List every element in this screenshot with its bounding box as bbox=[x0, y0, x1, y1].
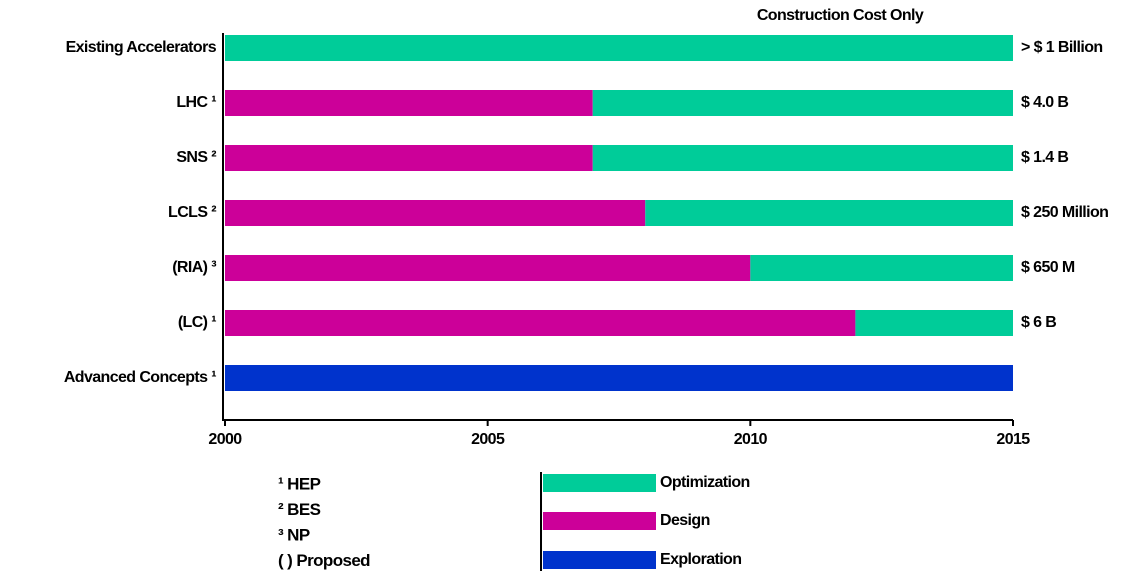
legend-swatch bbox=[543, 551, 656, 569]
category-label: SNS ² bbox=[176, 149, 216, 166]
category-label: LHC ¹ bbox=[176, 94, 216, 111]
cost-label: > $ 1 Billion bbox=[1021, 39, 1103, 56]
category-label: Existing Accelerators bbox=[66, 39, 217, 56]
bar-segment bbox=[225, 145, 593, 171]
bar-segment bbox=[225, 35, 1013, 61]
legend-label: Design bbox=[660, 512, 710, 529]
category-label: (RIA) ³ bbox=[172, 259, 216, 276]
footnote: ² BES bbox=[278, 500, 321, 519]
bar-segment bbox=[225, 255, 751, 281]
bar-segment bbox=[225, 365, 1013, 391]
chart-subtitle: Construction Cost Only bbox=[757, 7, 924, 24]
x-tick-label: 2000 bbox=[208, 431, 242, 448]
footnote: ¹ HEP bbox=[278, 474, 321, 493]
legend-label: Optimization bbox=[660, 474, 750, 491]
bar-segment bbox=[750, 255, 1013, 281]
x-tick-label: 2010 bbox=[734, 431, 768, 448]
category-label: LCLS ² bbox=[168, 204, 216, 221]
footnote: ( ) Proposed bbox=[278, 551, 370, 570]
footnote: ³ NP bbox=[278, 525, 310, 544]
bar-segment bbox=[225, 200, 646, 226]
bar-segment bbox=[592, 145, 1013, 171]
bar-segment bbox=[225, 310, 856, 336]
x-tick-label: 2005 bbox=[471, 431, 505, 448]
category-label: Advanced Concepts ¹ bbox=[64, 369, 216, 386]
cost-label: $ 6 B bbox=[1021, 314, 1056, 331]
legend-swatch bbox=[543, 512, 656, 530]
bar-segment bbox=[592, 90, 1013, 116]
cost-label: $ 650 M bbox=[1021, 259, 1075, 276]
cost-label: $ 4.0 B bbox=[1021, 94, 1068, 111]
cost-label: $ 250 Million bbox=[1021, 204, 1108, 221]
bar-segment bbox=[645, 200, 1013, 226]
legend-swatch bbox=[543, 474, 656, 492]
bar-segment bbox=[225, 90, 593, 116]
category-label: (LC) ¹ bbox=[178, 314, 216, 331]
bar-segment bbox=[855, 310, 1013, 336]
legend-label: Exploration bbox=[660, 551, 741, 568]
cost-label: $ 1.4 B bbox=[1021, 149, 1068, 166]
x-tick-label: 2015 bbox=[996, 431, 1030, 448]
